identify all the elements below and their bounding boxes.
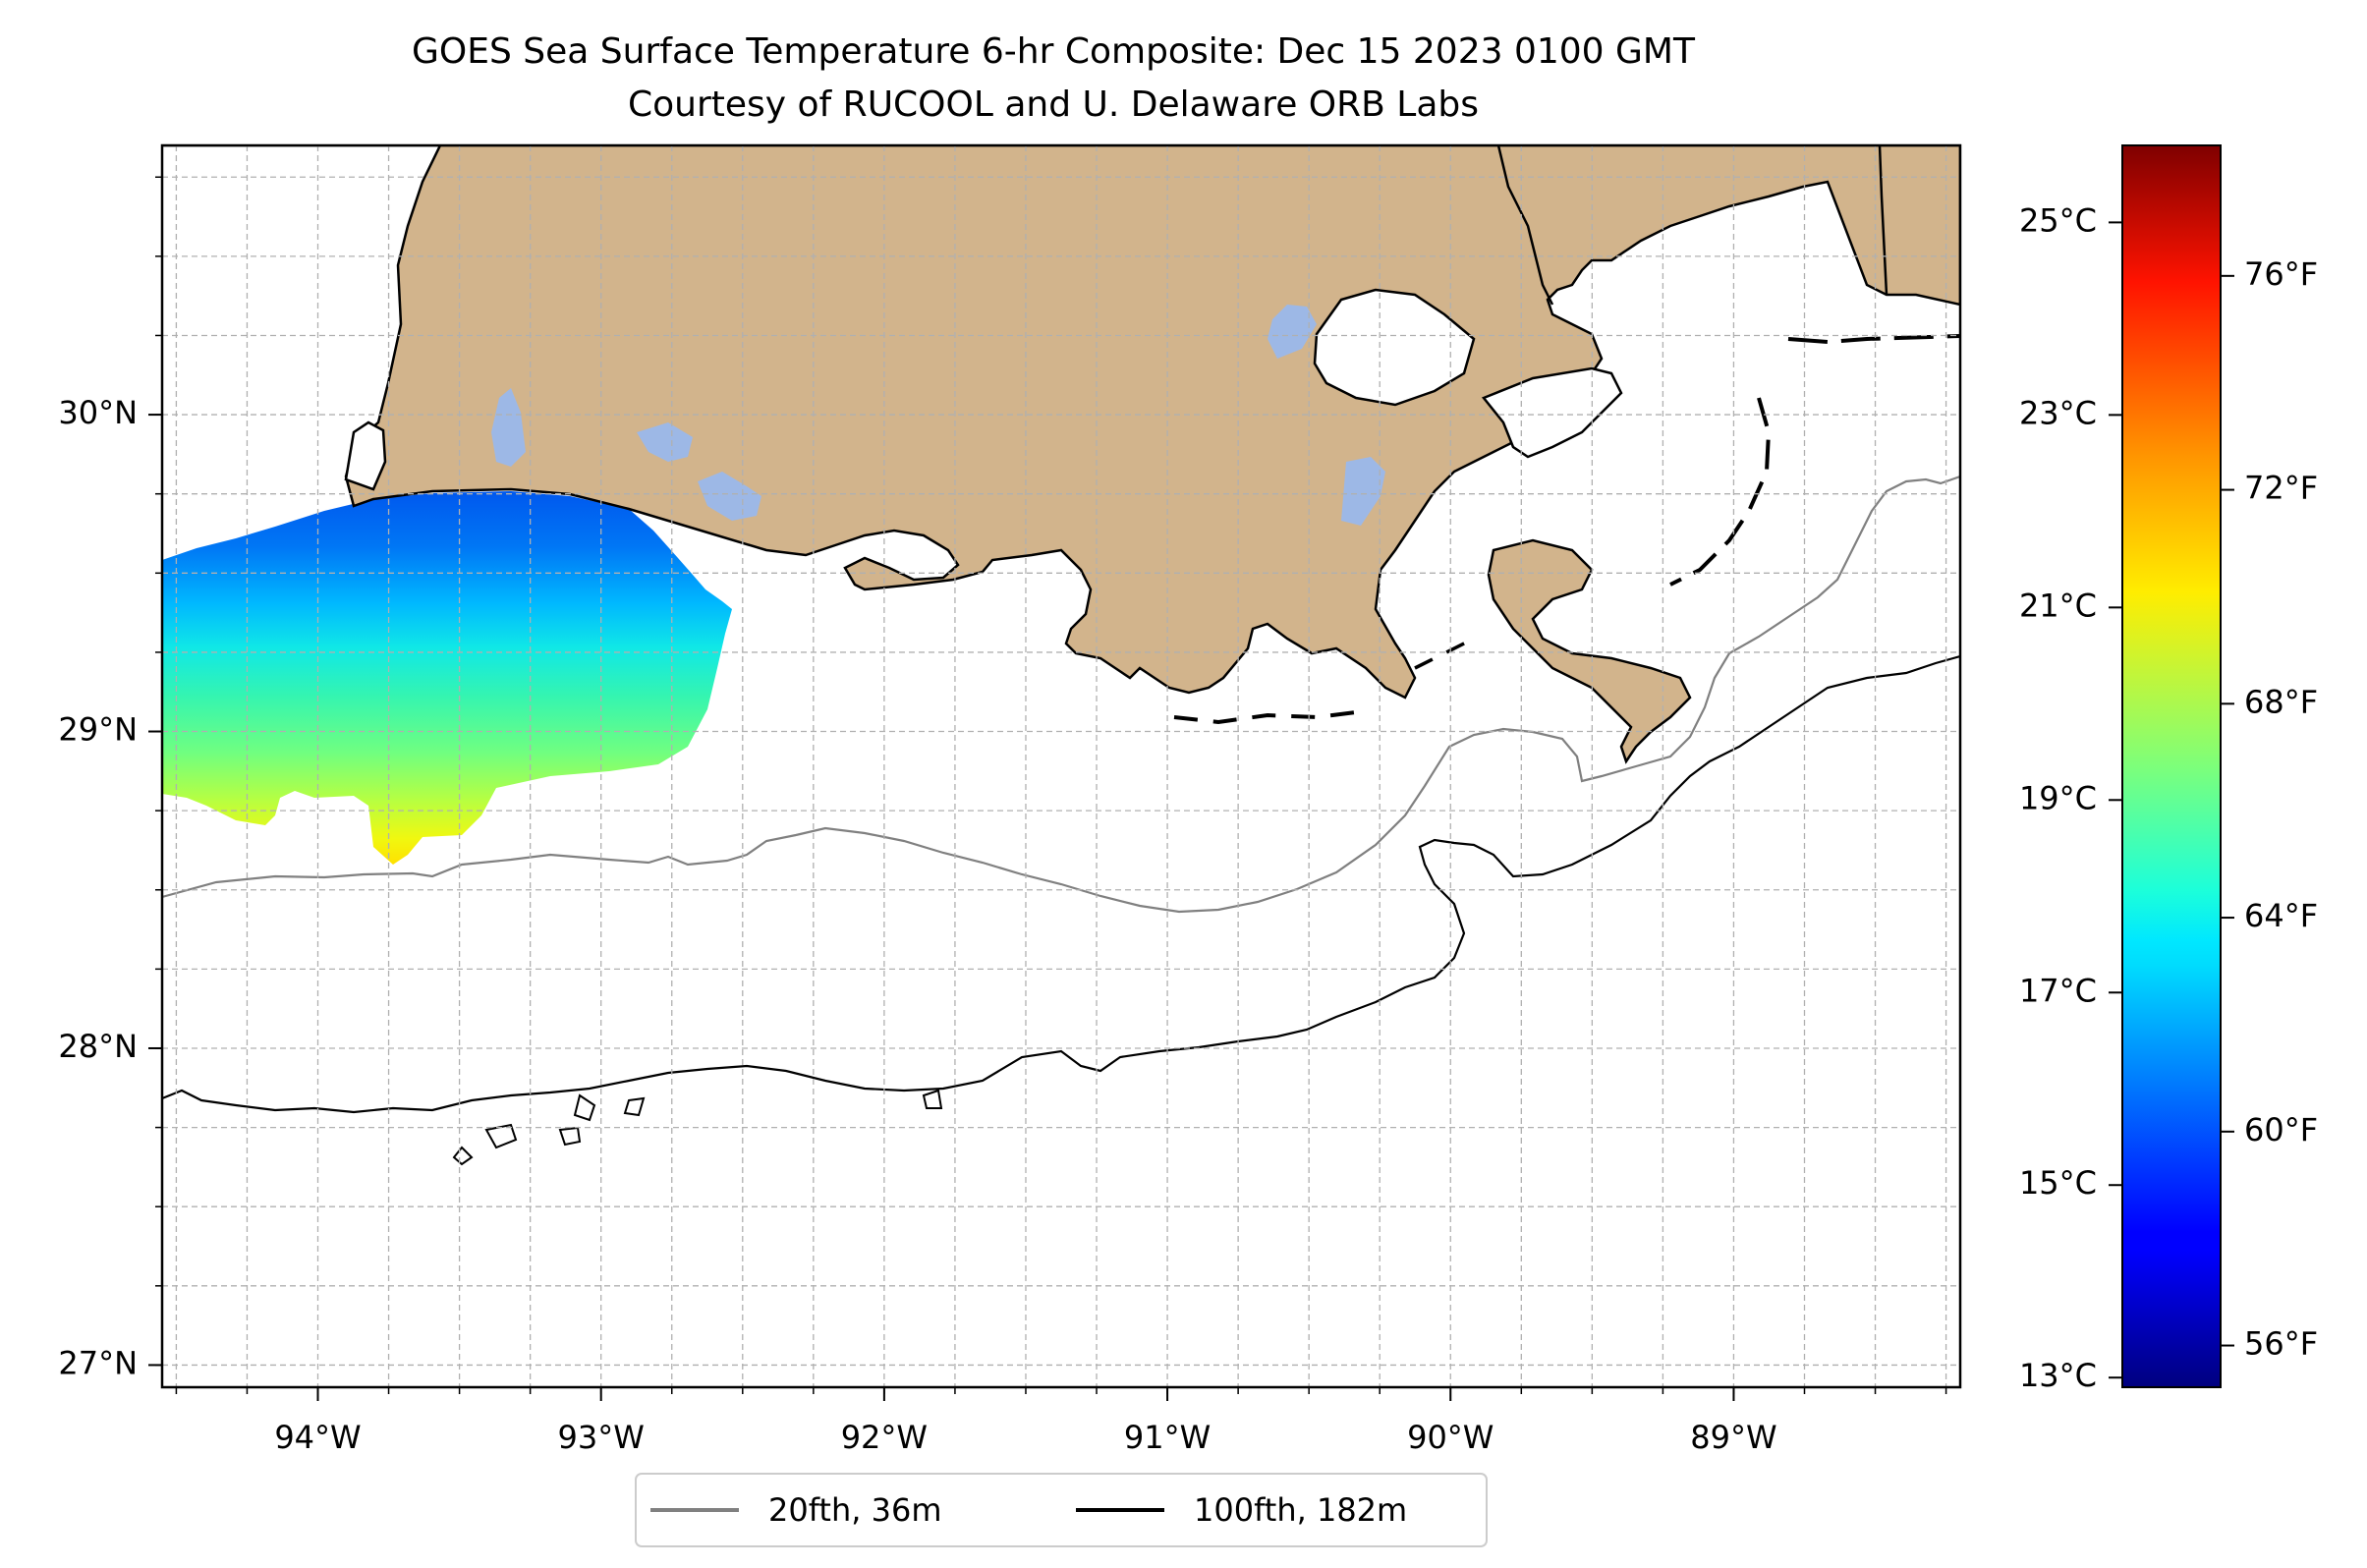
- celsius-tick: 23°C: [2019, 394, 2122, 431]
- celsius-tick: 17°C: [2019, 972, 2122, 1009]
- map-grid: [162, 145, 1960, 1387]
- fahrenheit-tick: 60°F: [2221, 1111, 2318, 1148]
- barrier-islands: [1414, 637, 1475, 670]
- lon-tick-label: 92°W: [841, 1419, 928, 1456]
- celsius-tick-label: 25°C: [2019, 201, 2097, 239]
- map-frame: [160, 143, 1962, 1389]
- lat-tick: 27°N: [58, 1344, 162, 1381]
- inland-lake: [1268, 305, 1317, 359]
- celsius-tick: 13°C: [2019, 1357, 2122, 1394]
- sst-data-patch: [162, 491, 732, 865]
- fahrenheit-tick: 68°F: [2221, 683, 2318, 720]
- lon-tick: 94°W: [274, 1387, 362, 1456]
- sabine-lake: [344, 420, 387, 491]
- state-boundary: [1496, 145, 1554, 306]
- fahrenheit-tick-label: 72°F: [2244, 470, 2318, 507]
- chart-subtitle: Courtesy of RUCOOL and U. Delaware ORB L…: [628, 84, 1479, 125]
- lon-tick: 91°W: [1124, 1387, 1211, 1456]
- fahrenheit-tick-label: 64°F: [2244, 897, 2318, 934]
- contour-100fth: [162, 654, 1960, 1114]
- inland-lake: [698, 472, 761, 521]
- lat-axis: 27°N 28°N 29°N 30°N: [58, 394, 162, 1381]
- contour-100fth-islands: [452, 1089, 943, 1166]
- lon-tick: 93°W: [558, 1387, 645, 1456]
- lat-tick: 29°N: [58, 711, 162, 749]
- celsius-tick-label: 21°C: [2019, 587, 2097, 624]
- barrier-islands: [1787, 334, 1960, 345]
- fahrenheit-tick-label: 56°F: [2244, 1325, 2318, 1363]
- lon-axis: 94°W 93°W 92°W 91°W 90°W 89°W: [274, 1387, 1777, 1456]
- celsius-tick: 21°C: [2019, 587, 2122, 624]
- celsius-tick-label: 19°C: [2019, 779, 2097, 816]
- fahrenheit-tick: 56°F: [2221, 1325, 2318, 1363]
- fahrenheit-tick: 72°F: [2221, 470, 2318, 507]
- celsius-tick: 15°C: [2019, 1164, 2122, 1202]
- celsius-tick-label: 23°C: [2019, 394, 2097, 431]
- celsius-tick: 19°C: [2019, 779, 2122, 816]
- lon-tick-label: 94°W: [274, 1419, 361, 1456]
- lon-tick-label: 91°W: [1124, 1419, 1211, 1456]
- lon-tick: 92°W: [841, 1387, 928, 1456]
- minor-ticks: [155, 176, 1947, 1394]
- lat-tick-label: 29°N: [58, 711, 138, 749]
- lat-tick-label: 27°N: [58, 1344, 138, 1381]
- colorbar-gradient: [2121, 144, 2222, 1388]
- land-delta: [1487, 538, 1692, 764]
- fahrenheit-tick: 64°F: [2221, 897, 2318, 934]
- celsius-tick-label: 13°C: [2019, 1357, 2097, 1394]
- inland-lake: [491, 388, 526, 467]
- colorbar-celsius-axis: 13°C 15°C 17°C 19°C 21°C 23°C 25°C: [2019, 201, 2122, 1394]
- lon-tick: 89°W: [1690, 1387, 1777, 1456]
- lon-tick-label: 89°W: [1690, 1419, 1776, 1456]
- fahrenheit-tick-label: 60°F: [2244, 1111, 2318, 1148]
- legend: 20fth, 36m 100fth, 182m: [635, 1473, 1488, 1547]
- celsius-tick-label: 15°C: [2019, 1164, 2097, 1202]
- fahrenheit-tick: 76°F: [2221, 255, 2318, 293]
- lat-tick-label: 30°N: [58, 394, 138, 431]
- legend-label-20fth: 20fth, 36m: [768, 1491, 941, 1529]
- contour-20fth: [162, 475, 1960, 914]
- lat-tick: 28°N: [58, 1028, 162, 1065]
- lat-tick-label: 28°N: [58, 1028, 138, 1065]
- inland-lake: [637, 422, 693, 462]
- lake-pontchartrain: [1313, 288, 1476, 407]
- chart-title: GOES Sea Surface Temperature 6-hr Compos…: [412, 31, 1696, 72]
- celsius-tick-label: 17°C: [2019, 972, 2097, 1009]
- legend-box: [635, 1473, 1488, 1547]
- state-boundary: [1878, 145, 1888, 296]
- lon-tick: 90°W: [1407, 1387, 1493, 1456]
- lat-tick: 30°N: [58, 394, 162, 431]
- colorbar-fahrenheit-axis: 56°F 60°F 64°F 68°F 72°F 76°F: [2221, 255, 2318, 1363]
- map-area: [162, 145, 1960, 1387]
- lon-tick-label: 93°W: [558, 1419, 645, 1456]
- fahrenheit-tick-label: 76°F: [2244, 255, 2318, 293]
- lon-tick-label: 90°W: [1407, 1419, 1493, 1456]
- fahrenheit-tick-label: 68°F: [2244, 683, 2318, 720]
- legend-label-100fth: 100fth, 182m: [1194, 1491, 1407, 1529]
- barrier-islands: [1669, 397, 1772, 587]
- barrier-islands: [1173, 710, 1357, 725]
- inland-lake: [1341, 457, 1385, 526]
- celsius-tick: 25°C: [2019, 201, 2122, 239]
- land: [162, 145, 1960, 700]
- colorbar: 13°C 15°C 17°C 19°C 21°C 23°C 25°C 56°F …: [2019, 144, 2318, 1394]
